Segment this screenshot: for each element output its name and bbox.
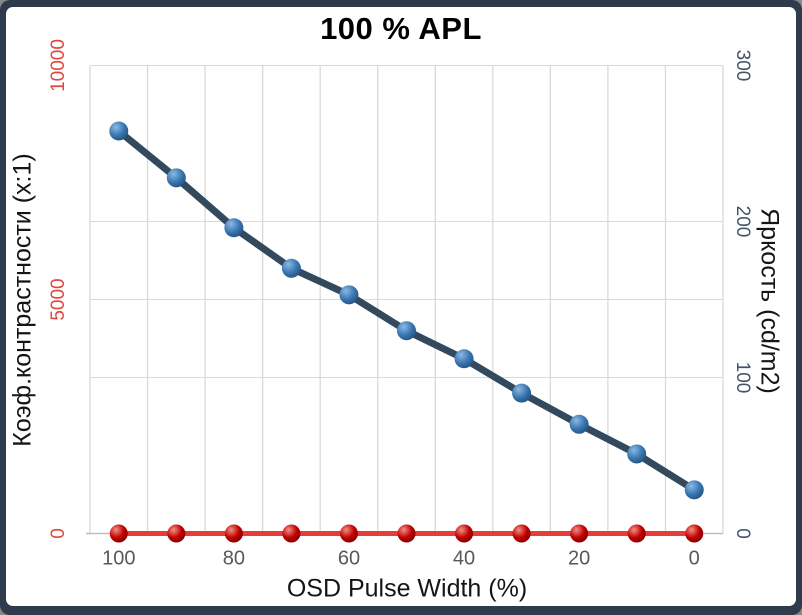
left-axis-tick-label: 0 <box>48 528 69 539</box>
data-point-marker-left <box>455 524 474 543</box>
x-axis-tick-label: 0 <box>689 547 700 569</box>
left-axis-tick-label: 10000 <box>48 39 69 92</box>
data-point-marker-right <box>569 414 589 434</box>
left-axis-tick-label: 5000 <box>48 278 69 320</box>
data-point-marker-left <box>167 524 186 543</box>
data-point-marker-left <box>339 524 358 543</box>
data-point-marker-right <box>684 480 704 500</box>
x-axis-tick-label: 20 <box>568 547 590 569</box>
data-point-marker-right <box>339 285 359 305</box>
data-point-marker-right <box>627 444 647 464</box>
data-point-marker-right <box>224 218 244 238</box>
data-point-marker-left <box>512 524 531 543</box>
right-axis-tick-label: 0 <box>732 528 753 539</box>
data-point-marker-left <box>109 524 128 543</box>
chart-background <box>6 7 796 606</box>
data-point-marker-right <box>454 349 474 369</box>
x-axis-tick-label: 60 <box>338 547 360 569</box>
right-axis-tick-label: 300 <box>732 50 753 82</box>
x-axis-tick-label: 100 <box>102 547 135 569</box>
x-axis-tick-label: 40 <box>453 547 475 569</box>
right-axis-tick-label: 100 <box>732 362 753 394</box>
x-axis-tick-label: 80 <box>223 547 245 569</box>
data-point-marker-left <box>685 524 704 543</box>
data-point-marker-left <box>224 524 243 543</box>
data-point-marker-left <box>397 524 416 543</box>
data-point-marker-left <box>282 524 301 543</box>
right-axis-tick-label: 200 <box>732 206 753 238</box>
data-point-marker-left <box>627 524 646 543</box>
x-axis-title: OSD Pulse Width (%) <box>286 574 528 603</box>
data-point-marker-right <box>512 383 532 403</box>
chart-title: 100 % APL <box>320 11 482 46</box>
data-point-marker-right <box>166 168 186 188</box>
data-point-marker-left <box>570 524 589 543</box>
data-point-marker-right <box>109 121 129 141</box>
data-point-marker-right <box>281 258 301 278</box>
data-point-marker-right <box>397 321 416 341</box>
